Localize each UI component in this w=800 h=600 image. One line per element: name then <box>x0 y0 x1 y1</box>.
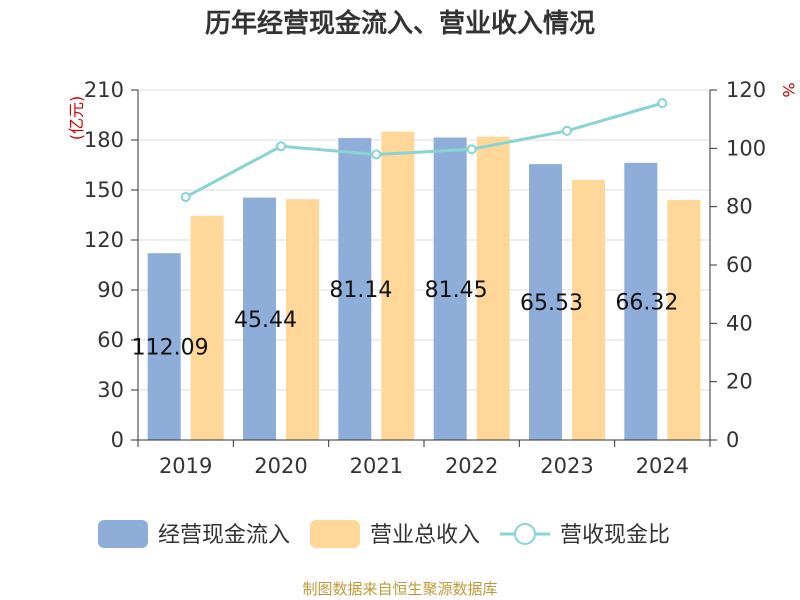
x-tick-label: 2022 <box>445 454 498 478</box>
ratio-point <box>466 144 477 155</box>
cash-inflow-bar <box>147 253 181 440</box>
ratio-point <box>562 125 572 136</box>
data-label: 81.14 <box>329 278 392 303</box>
right-tick-label: 60 <box>726 253 753 277</box>
cash-inflow-bar <box>624 162 658 441</box>
revenue-bar <box>190 215 224 440</box>
cash-inflow-bar <box>338 138 372 440</box>
revenue-bar <box>476 136 510 440</box>
ratio-line <box>180 98 668 203</box>
left-tick-label: 150 <box>84 178 124 202</box>
left-tick-label: 120 <box>84 228 124 252</box>
ratio-point <box>180 192 191 203</box>
x-tick-label: 2023 <box>540 454 593 478</box>
legend-swatch <box>310 520 360 548</box>
revenue-bar <box>667 200 701 440</box>
ratio-point <box>657 98 668 109</box>
axes: 0 30 60 90 120 150 180 210 0 20 40 60 80 100 120 2019 20… <box>84 78 766 478</box>
data-label: 65.53 <box>520 291 583 316</box>
left-tick-label: 210 <box>84 78 124 102</box>
data-label: 66.32 <box>615 290 678 315</box>
data-label: 45.44 <box>234 308 297 333</box>
cash-inflow-bar <box>433 137 467 441</box>
left-tick-label: 60 <box>97 328 124 352</box>
right-tick-label: 120 <box>726 78 766 102</box>
x-tick-label: 2020 <box>254 454 307 478</box>
legend-label: 经营现金流入 <box>158 523 290 548</box>
right-axis-unit: % <box>779 82 798 97</box>
data-label: 81.45 <box>425 278 488 303</box>
left-tick-label: 180 <box>84 128 124 152</box>
x-tick-label: 2021 <box>350 454 403 478</box>
ratio-point <box>276 141 286 152</box>
x-tick-label: 2019 <box>159 454 212 478</box>
legend-label: 营收现金比 <box>560 523 670 548</box>
cash-inflow-bar <box>243 197 276 440</box>
revenue-bar <box>381 131 415 440</box>
right-tick-label: 100 <box>726 136 766 160</box>
ratio-line-path <box>184 101 663 199</box>
right-tick-label: 40 <box>726 311 753 335</box>
bars <box>147 131 701 441</box>
left-tick-label: 30 <box>97 378 124 402</box>
x-tick-label: 2024 <box>636 454 689 478</box>
source-note: 制图数据来自恒生聚源数据库 <box>302 580 497 598</box>
left-tick-label: 0 <box>111 428 124 452</box>
legend-marker <box>514 523 536 545</box>
left-axis-unit: (亿元) <box>67 96 86 141</box>
ratio-point <box>371 149 382 160</box>
revenue-bar <box>286 199 319 440</box>
revenue-bar <box>572 180 605 440</box>
right-tick-label: 80 <box>726 195 753 219</box>
data-labels: 112.09 45.44 81.14 81.45 65.53 66.32 <box>132 278 679 361</box>
legend: 经营现金流入 营业总收入 营收现金比 <box>98 520 670 548</box>
cash-inflow-bar <box>529 164 562 440</box>
right-tick-label: 0 <box>726 428 739 452</box>
grid <box>138 89 710 391</box>
legend-swatch <box>98 520 148 548</box>
left-tick-label: 90 <box>97 278 124 302</box>
data-label: 112.09 <box>132 336 209 361</box>
right-tick-label: 20 <box>726 370 753 394</box>
chart-title: 历年经营现金流入、营业收入情况 <box>205 8 595 39</box>
legend-label: 营业总收入 <box>370 523 480 548</box>
